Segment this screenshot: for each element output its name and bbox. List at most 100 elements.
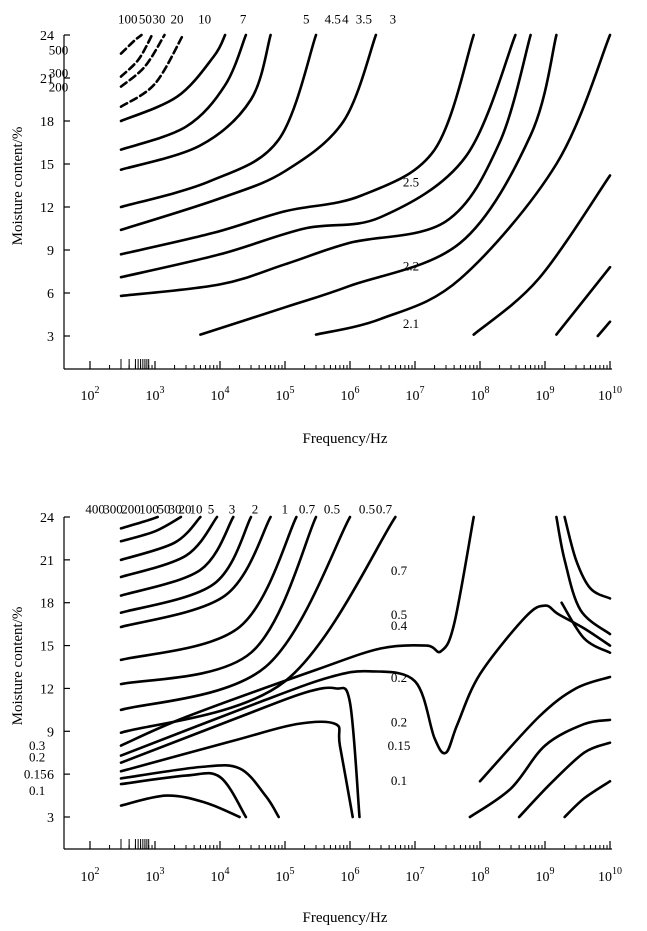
contour-line-0.1: [563, 780, 612, 819]
contour-value-label: 5: [303, 12, 310, 27]
x-tick-label: 106: [341, 385, 360, 404]
y-tick-label: 24: [40, 511, 54, 526]
contour-line-0.7: [119, 604, 612, 757]
y-tick-label: 15: [40, 158, 54, 173]
x-axis-title: Frequency/Hz: [303, 431, 388, 447]
contour-line-0.15: [517, 741, 612, 819]
contour-line-4.5: [119, 33, 517, 279]
contour-line-30: [119, 33, 248, 151]
x-tick-label: 104: [211, 866, 230, 885]
chart-panel-2: 3 6 9 12 15 18 21 24 102 103 104 105 106 107 108 109 101…: [10, 511, 622, 926]
contour-value-label: 10: [198, 12, 211, 27]
contour-value-label: 0.1: [391, 773, 407, 788]
contour-value-label: 50: [158, 501, 171, 516]
contour-line-0.15: [119, 771, 248, 819]
contour-value-label: 5: [208, 501, 215, 516]
contour-line-3: [314, 33, 612, 336]
contour-line-0.5: [119, 686, 361, 819]
x-tick-label: 109: [536, 866, 555, 885]
contour-value-label: 2.2: [403, 258, 419, 273]
contour-line-50: [119, 515, 235, 597]
contour-value-label: 400: [85, 501, 105, 516]
y-tick-label: 18: [40, 115, 54, 130]
y-tick-label: 12: [40, 682, 54, 697]
y-tick-label: 9: [47, 725, 54, 740]
contour-value-label: 0.5: [324, 501, 340, 516]
contour-line-100: [119, 33, 185, 108]
contour-line-0.2: [468, 718, 612, 819]
x-tick-label: 105: [276, 385, 295, 404]
contour-line-20: [119, 33, 272, 171]
contour-value-label: 300: [103, 501, 123, 516]
contour-value-label: 2.1: [403, 316, 419, 331]
y-tick-label: 9: [47, 244, 54, 259]
y-tick-label: 15: [40, 640, 54, 655]
x-tick-label: 1010: [598, 866, 622, 885]
contour-value-label: 3: [390, 12, 397, 27]
contour-line-0.2: [119, 764, 280, 819]
contour-value-label: 4.5: [325, 12, 341, 27]
contour-line-3: [119, 515, 352, 712]
x-tick-label: 107: [406, 385, 425, 404]
contour-value-label: 4: [342, 12, 349, 27]
contour-line-1: [119, 515, 475, 747]
y-tick-label: 3: [47, 330, 54, 345]
contour-value-label: 0.2: [391, 670, 407, 685]
contour-value-label: 0.4: [391, 618, 408, 633]
x-tick-label: 102: [81, 866, 100, 885]
contour-value-label: 0.3: [29, 738, 45, 753]
contour-value-label: 100: [139, 501, 159, 516]
x-tick-label: 103: [146, 385, 165, 404]
contour-line-0.3: [119, 720, 354, 819]
x-tick-label: 102: [81, 385, 100, 404]
contour-value-label: 2: [252, 501, 259, 516]
chart-panel-1: 3 6 9 12 15 18 21 24 102 103 104 105 106 107 108 109 101…: [10, 29, 622, 447]
x-tick-label: 106: [341, 866, 360, 885]
x-tick-label: 108: [471, 385, 490, 404]
contour-value-label: 0.2: [391, 714, 407, 729]
contour-value-label: 0.15: [388, 738, 411, 753]
y-tick-label: 6: [47, 768, 54, 783]
y-tick-label: 6: [47, 287, 54, 302]
contour-value-label: 10: [190, 501, 203, 516]
contour-value-label: 1: [282, 501, 289, 516]
y-tick-label: 21: [40, 554, 54, 569]
contour-value-label: 50: [139, 12, 152, 27]
contour-value-label: 0.7: [299, 501, 316, 516]
contour-value-label: 20: [179, 501, 192, 516]
contour-value-label: 7: [240, 12, 247, 27]
contour-value-label: 500: [49, 42, 69, 57]
contour-line-30: [119, 515, 253, 614]
y-tick-label: 3: [47, 811, 54, 826]
contour-value-label: 0.2: [29, 749, 45, 764]
x-tick-label: 1010: [598, 385, 622, 404]
contour-line-0.4: [560, 601, 612, 654]
contour-line-500: [119, 33, 143, 55]
x-tick-label: 105: [276, 866, 295, 885]
contour-line-5: [119, 515, 318, 686]
contour-value-label: 0.7: [376, 501, 393, 516]
contour-line-4: [119, 33, 532, 298]
contour-line-200: [119, 515, 202, 562]
contour-line-50: [119, 33, 227, 123]
contour-line-3.5: [199, 33, 558, 336]
contour-line-0.7: [563, 515, 612, 600]
contour-line-300: [119, 515, 183, 543]
contour-value-label: 30: [169, 501, 182, 516]
contour-value-label: 30: [152, 12, 165, 27]
contour-line-2: [119, 515, 397, 734]
contour-line-300: [119, 33, 154, 78]
contour-value-label: 3: [229, 501, 236, 516]
contour-line-0.1: [119, 794, 241, 819]
contour-line-2.2: [555, 265, 612, 336]
contour-line-2.1: [596, 320, 612, 338]
contour-value-label: 2.5: [403, 175, 419, 190]
y-tick-label: 24: [40, 29, 54, 44]
x-tick-label: 107: [406, 866, 425, 885]
contour-value-label: 0.1: [29, 783, 45, 798]
x-tick-label: 104: [211, 385, 230, 404]
contour-line-5: [119, 33, 475, 256]
contour-value-label: 300: [49, 66, 69, 81]
x-tick-label: 103: [146, 866, 165, 885]
contour-value-label: 20: [171, 12, 184, 27]
